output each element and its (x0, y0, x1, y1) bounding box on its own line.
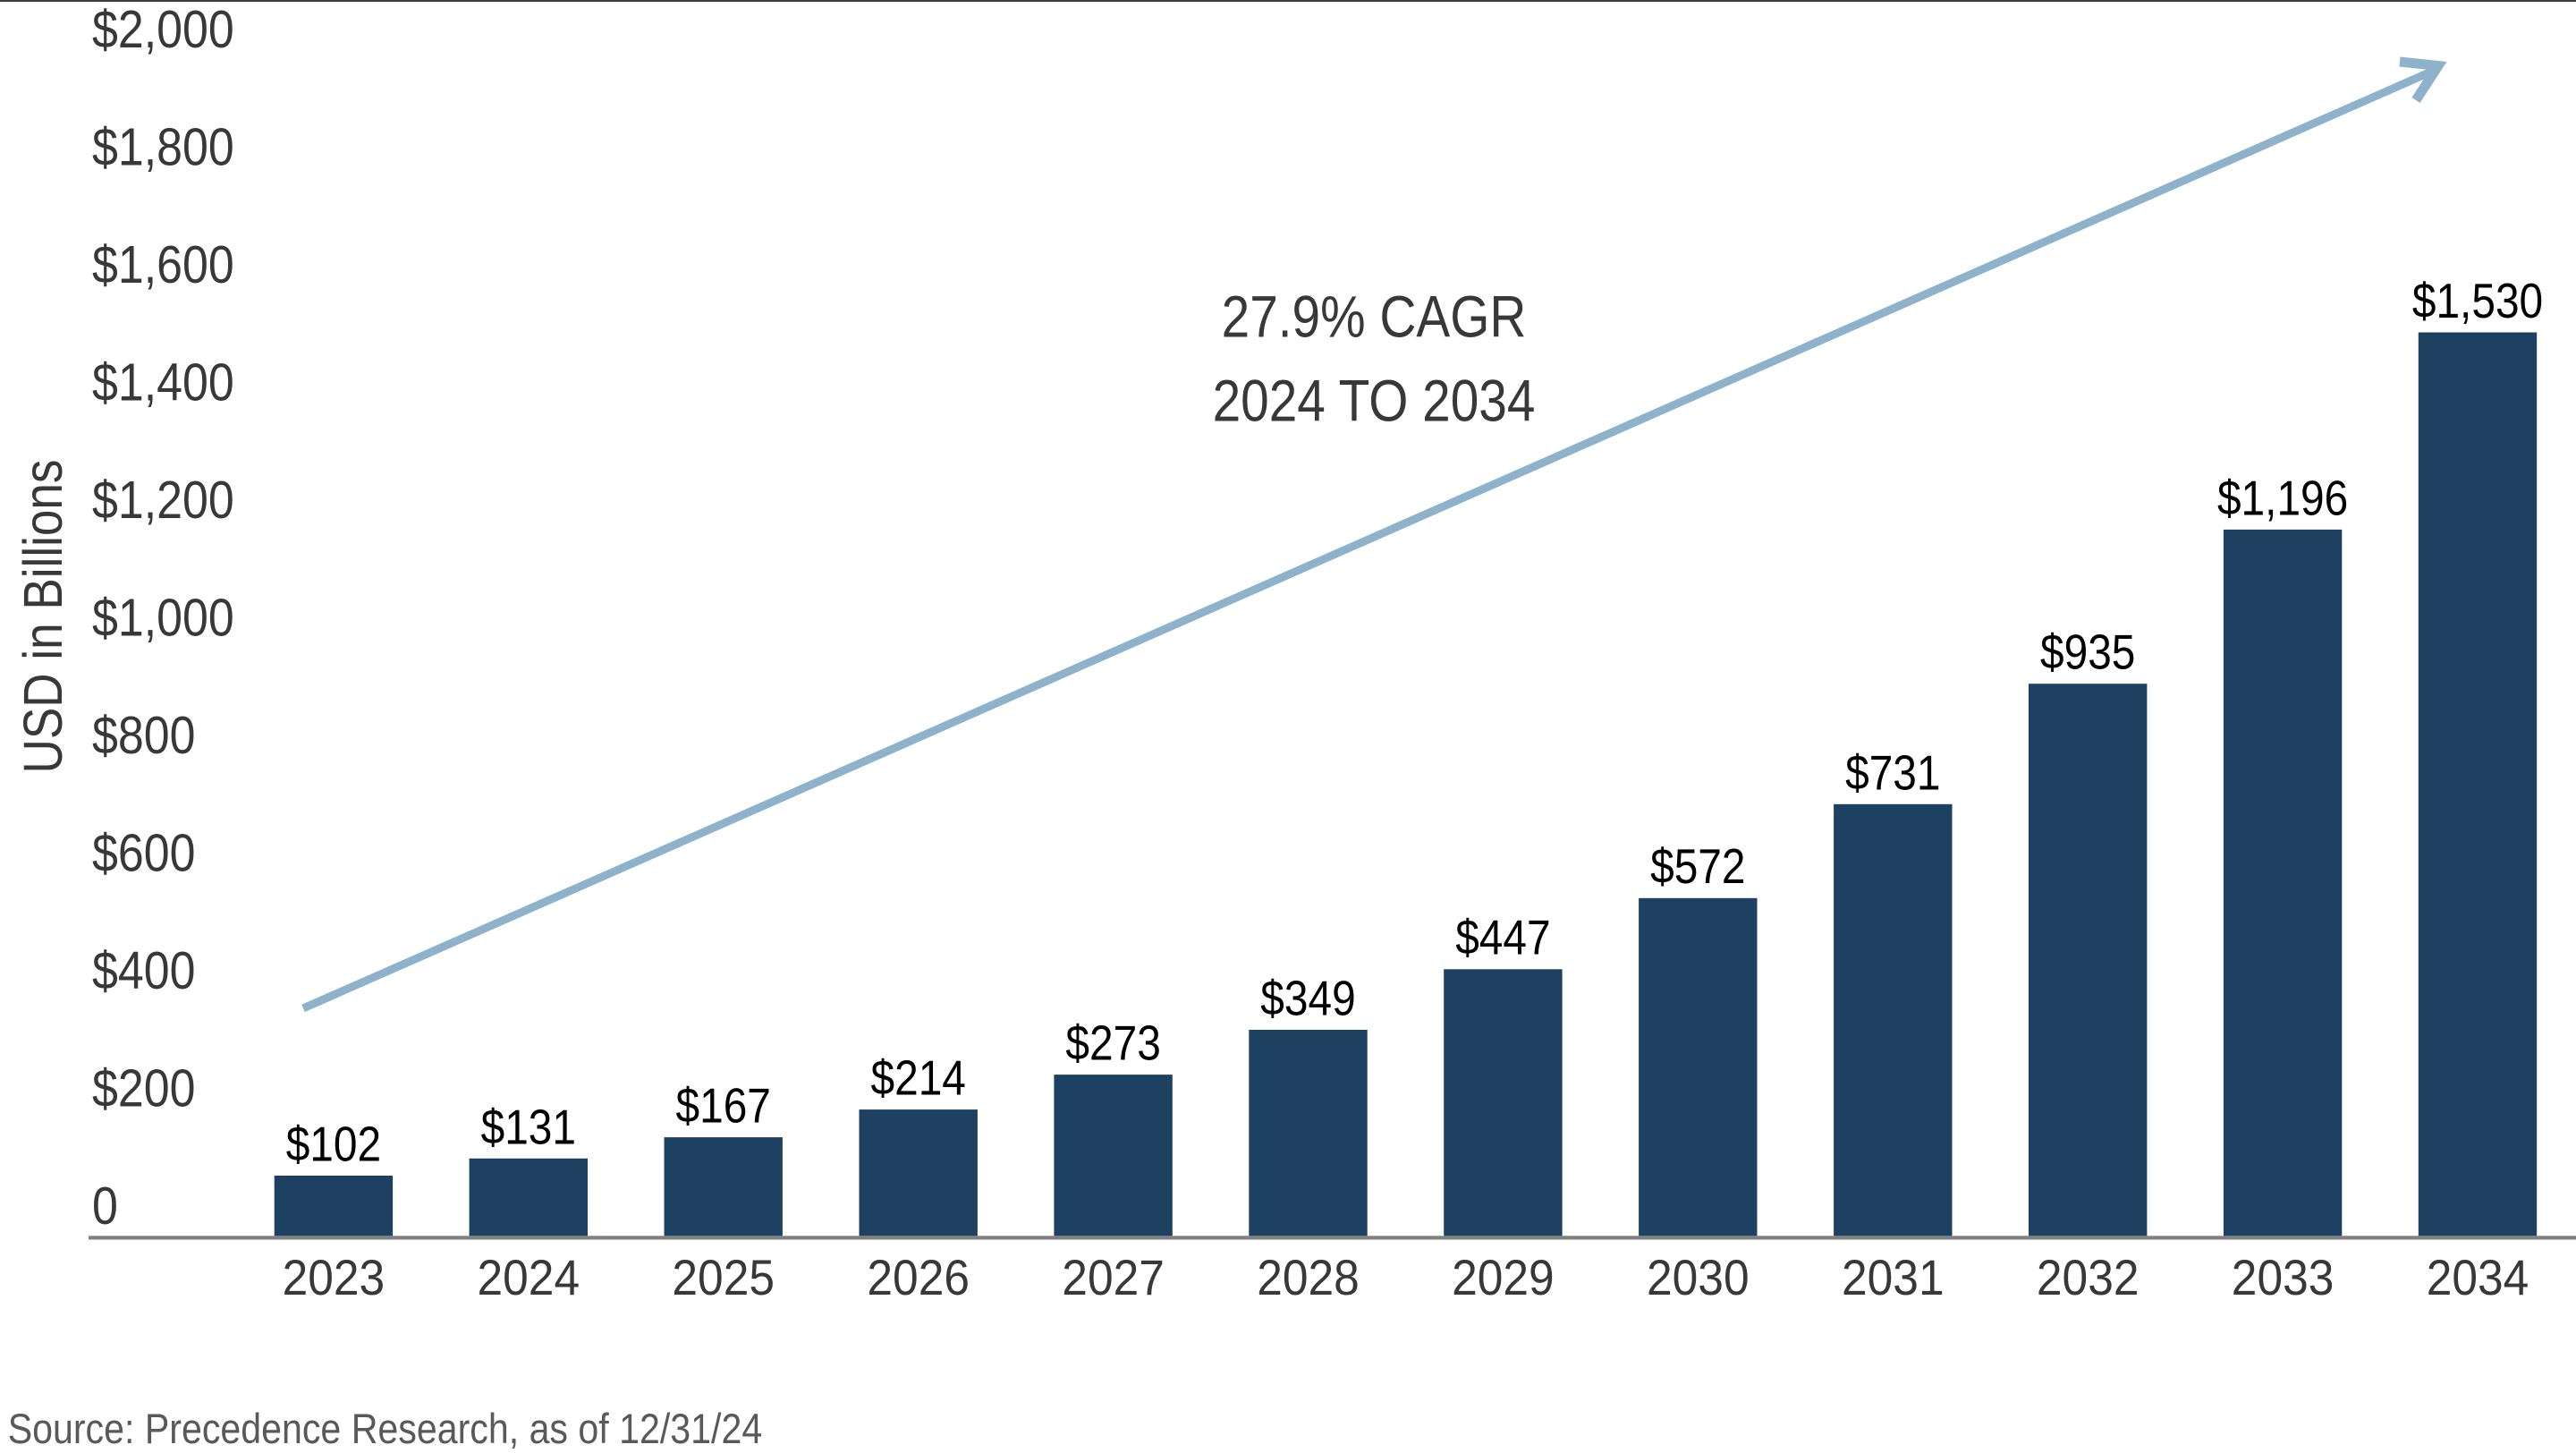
svg-text:$800: $800 (92, 706, 195, 765)
svg-text:$447: $447 (1455, 910, 1550, 965)
svg-text:$273: $273 (1065, 1015, 1160, 1070)
svg-text:2028: 2028 (1257, 1250, 1360, 1305)
svg-text:$167: $167 (675, 1077, 770, 1133)
svg-text:2034: 2034 (2427, 1250, 2529, 1305)
svg-text:USD in Billions: USD in Billions (13, 460, 74, 774)
svg-text:$1,000: $1,000 (92, 588, 234, 647)
svg-text:$1,400: $1,400 (92, 353, 234, 412)
svg-text:$102: $102 (286, 1116, 381, 1171)
svg-text:2027: 2027 (1062, 1250, 1165, 1305)
svg-text:2031: 2031 (1842, 1250, 1945, 1305)
svg-text:Source: Precedence Research, a: Source: Precedence Research, as of 12/31… (8, 1406, 763, 1452)
svg-text:$2,000: $2,000 (92, 0, 234, 59)
svg-text:$600: $600 (92, 823, 195, 882)
svg-text:$1,530: $1,530 (2412, 273, 2543, 328)
svg-text:2025: 2025 (672, 1250, 775, 1305)
svg-text:2033: 2033 (2232, 1250, 2334, 1305)
svg-text:2026: 2026 (867, 1250, 970, 1305)
svg-text:2023: 2023 (283, 1250, 386, 1305)
svg-text:2024: 2024 (477, 1250, 580, 1305)
svg-text:2029: 2029 (1452, 1250, 1555, 1305)
svg-text:$400: $400 (92, 941, 195, 1000)
svg-text:$1,600: $1,600 (92, 235, 234, 294)
svg-text:$935: $935 (2040, 624, 2135, 679)
svg-text:2030: 2030 (1647, 1250, 1750, 1305)
svg-text:$572: $572 (1650, 838, 1745, 894)
svg-text:$200: $200 (92, 1058, 195, 1117)
svg-text:$1,800: $1,800 (92, 117, 234, 176)
svg-text:$1,200: $1,200 (92, 471, 234, 530)
svg-text:2024 TO 2034: 2024 TO 2034 (1213, 369, 1536, 435)
svg-text:$131: $131 (481, 1099, 576, 1154)
svg-text:$1,196: $1,196 (2217, 470, 2348, 525)
svg-text:0: 0 (92, 1177, 118, 1236)
svg-text:$214: $214 (870, 1049, 965, 1105)
svg-text:$349: $349 (1260, 970, 1355, 1025)
svg-text:27.9% CAGR: 27.9% CAGR (1222, 284, 1527, 350)
svg-text:$731: $731 (1845, 744, 1940, 800)
svg-text:2032: 2032 (2037, 1250, 2140, 1305)
